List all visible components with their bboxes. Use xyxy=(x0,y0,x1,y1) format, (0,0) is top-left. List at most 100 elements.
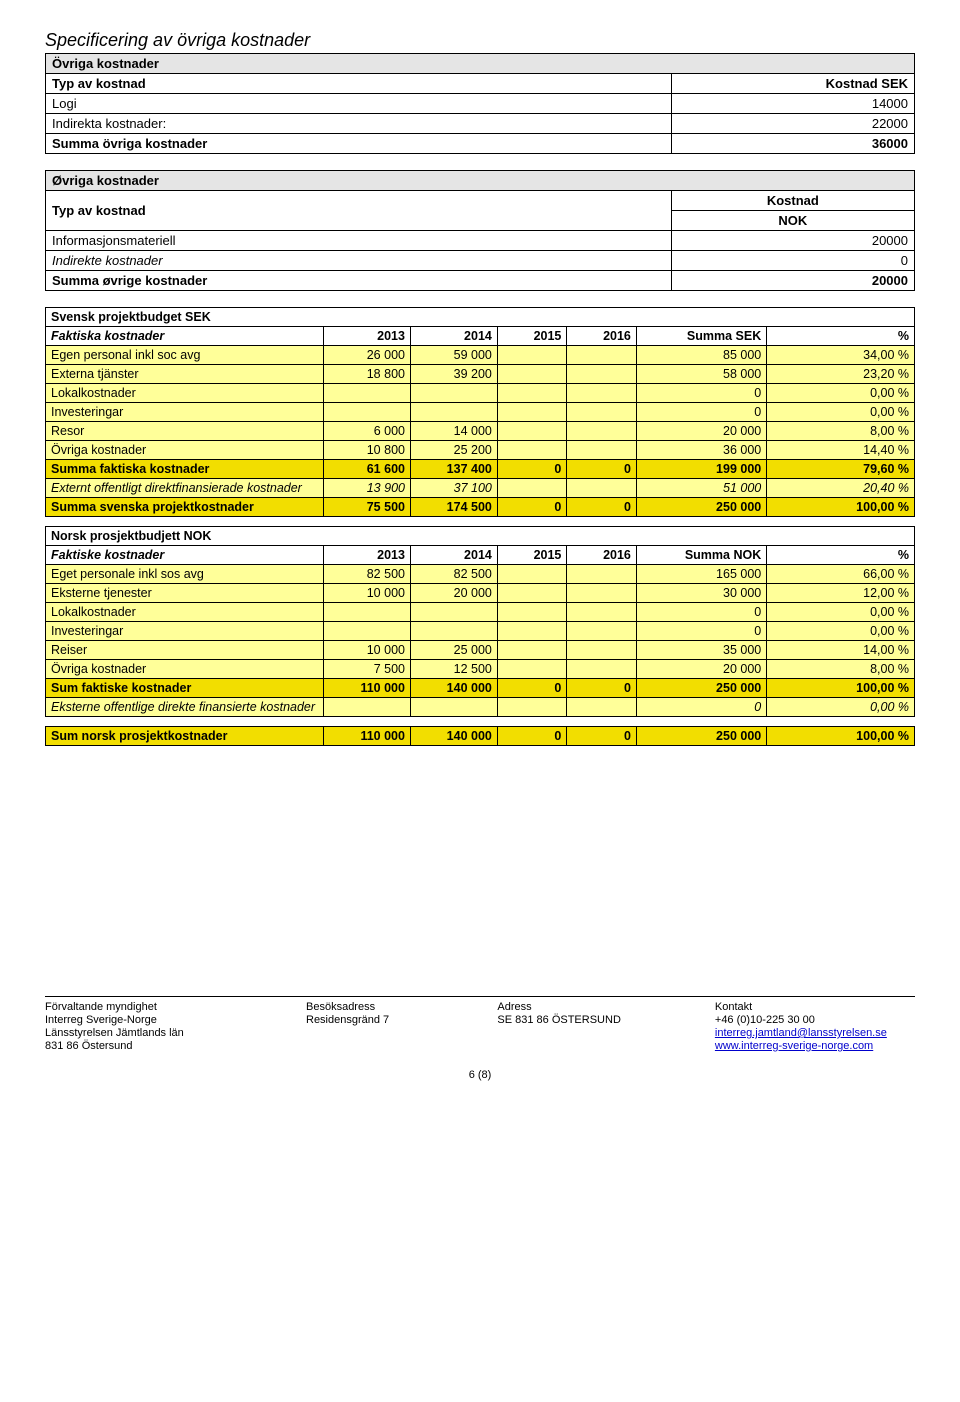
budget-cell: 0 xyxy=(497,727,567,746)
budget-cell: 35 000 xyxy=(636,641,766,660)
budget-header-cell: % xyxy=(767,327,915,346)
t1-row-val: 22000 xyxy=(671,114,914,134)
footer-link[interactable]: www.interreg-sverige-norge.com xyxy=(715,1040,915,1053)
budget-cell: 140 000 xyxy=(410,679,497,698)
budget-cell xyxy=(567,622,637,641)
budget-cell: 137 400 xyxy=(410,460,497,479)
footer-h2: Besöksadress xyxy=(306,1001,497,1014)
page-number: 6 (8) xyxy=(45,1069,915,1081)
budget-cell: Reiser xyxy=(46,641,324,660)
table-ovriga-sek: Övriga kostnader Typ av kostnad Kostnad … xyxy=(45,53,915,154)
t2-row-val: 0 xyxy=(671,251,914,271)
budget-cell: 110 000 xyxy=(324,727,411,746)
budget-cell xyxy=(567,441,637,460)
t1-row-label: Indirekta kostnader: xyxy=(46,114,672,134)
budget-cell: 0 xyxy=(636,603,766,622)
budget-cell xyxy=(497,365,567,384)
budget-cell: 8,00 % xyxy=(767,422,915,441)
budget-cell: 0,00 % xyxy=(767,403,915,422)
budget-cell: 75 500 xyxy=(324,498,411,517)
budget-header-cell: Summa NOK xyxy=(636,546,766,565)
budget-cell xyxy=(567,365,637,384)
budget-cell: 0 xyxy=(636,698,766,717)
budget-cell: 10 800 xyxy=(324,441,411,460)
footer-cell xyxy=(306,1027,497,1040)
budget-cell: 23,20 % xyxy=(767,365,915,384)
budget-header-cell: Faktiske kostnader xyxy=(46,546,324,565)
budget-cell xyxy=(410,384,497,403)
budget-cell: 36 000 xyxy=(636,441,766,460)
budget-cell: 174 500 xyxy=(410,498,497,517)
budget-cell: Egen personal inkl soc avg xyxy=(46,346,324,365)
footer-table: Förvaltande myndighet Besöksadress Adres… xyxy=(45,1001,915,1053)
budget-cell: 165 000 xyxy=(636,565,766,584)
t2-row-label: Informasjonsmateriell xyxy=(46,231,672,251)
budget-cell xyxy=(567,584,637,603)
budget-cell: 0 xyxy=(497,679,567,698)
budget-cell xyxy=(324,698,411,717)
t2-col2a: Kostnad xyxy=(671,191,914,211)
budget-header-cell: Faktiska kostnader xyxy=(46,327,324,346)
budget-cell xyxy=(497,403,567,422)
budget-cell xyxy=(497,622,567,641)
budget-cell: Eksterne offentlige direkte finansierte … xyxy=(46,698,324,717)
budget-cell xyxy=(567,384,637,403)
budget-cell: 0 xyxy=(497,498,567,517)
budget-cell xyxy=(324,603,411,622)
footer-h1: Förvaltande myndighet xyxy=(45,1001,306,1014)
budget-cell: 20,40 % xyxy=(767,479,915,498)
budget-cell: 0 xyxy=(567,460,637,479)
budget-cell: Eget personale inkl sos avg xyxy=(46,565,324,584)
budget-cell: 20 000 xyxy=(410,584,497,603)
budget-cell: Summa faktiska kostnader xyxy=(46,460,324,479)
budget-cell xyxy=(567,422,637,441)
budget-cell: 0 xyxy=(567,498,637,517)
budget-cell: 82 500 xyxy=(324,565,411,584)
budget-cell: Lokalkostnader xyxy=(46,603,324,622)
footer-h4: Kontakt xyxy=(715,1001,915,1014)
budget-cell: 13 900 xyxy=(324,479,411,498)
budget-cell: 59 000 xyxy=(410,346,497,365)
budget-cell xyxy=(497,422,567,441)
budget-cell: Sum norsk prosjektkostnader xyxy=(46,727,324,746)
budget-cell: 140 000 xyxy=(410,727,497,746)
budget-cell xyxy=(497,346,567,365)
budget-cell: 110 000 xyxy=(324,679,411,698)
budget-cell: 100,00 % xyxy=(767,498,915,517)
budget-cell: Övriga kostnader xyxy=(46,660,324,679)
footer-cell: Residensgränd 7 xyxy=(306,1014,497,1027)
footer-link[interactable]: interreg.jamtland@lansstyrelsen.se xyxy=(715,1027,915,1040)
budget-table: Svensk projektbudget SEKFaktiska kostnad… xyxy=(45,307,915,746)
budget-cell: 14 000 xyxy=(410,422,497,441)
budget-cell: 14,00 % xyxy=(767,641,915,660)
budget-cell xyxy=(410,622,497,641)
budget-cell: 0,00 % xyxy=(767,603,915,622)
t2-col1: Typ av kostnad xyxy=(46,191,672,231)
footer-divider xyxy=(45,996,915,997)
budget-cell: 26 000 xyxy=(324,346,411,365)
t2-row-val: 20000 xyxy=(671,231,914,251)
budget-cell xyxy=(497,641,567,660)
budget-cell xyxy=(497,584,567,603)
budget-cell: 6 000 xyxy=(324,422,411,441)
budget-cell xyxy=(324,384,411,403)
budget-cell: 37 100 xyxy=(410,479,497,498)
t1-sum-val: 36000 xyxy=(671,134,914,154)
page-heading: Specificering av övriga kostnader xyxy=(45,30,915,51)
budget-cell xyxy=(324,403,411,422)
t2-sum-label: Summa øvrige kostnader xyxy=(46,271,672,291)
budget-cell: Övriga kostnader xyxy=(46,441,324,460)
budget-cell: Lokalkostnader xyxy=(46,384,324,403)
budget-cell: 66,00 % xyxy=(767,565,915,584)
budget-cell: Externt offentligt direktfinansierade ko… xyxy=(46,479,324,498)
budget-cell: 10 000 xyxy=(324,641,411,660)
budget-section-title: Norsk prosjektbudjett NOK xyxy=(46,527,915,546)
budget-cell: 14,40 % xyxy=(767,441,915,460)
t1-row-val: 14000 xyxy=(671,94,914,114)
budget-cell: 61 600 xyxy=(324,460,411,479)
budget-cell: 30 000 xyxy=(636,584,766,603)
budget-cell: 34,00 % xyxy=(767,346,915,365)
t2-title: Øvriga kostnader xyxy=(46,171,915,191)
budget-cell: 0,00 % xyxy=(767,698,915,717)
budget-cell xyxy=(567,346,637,365)
